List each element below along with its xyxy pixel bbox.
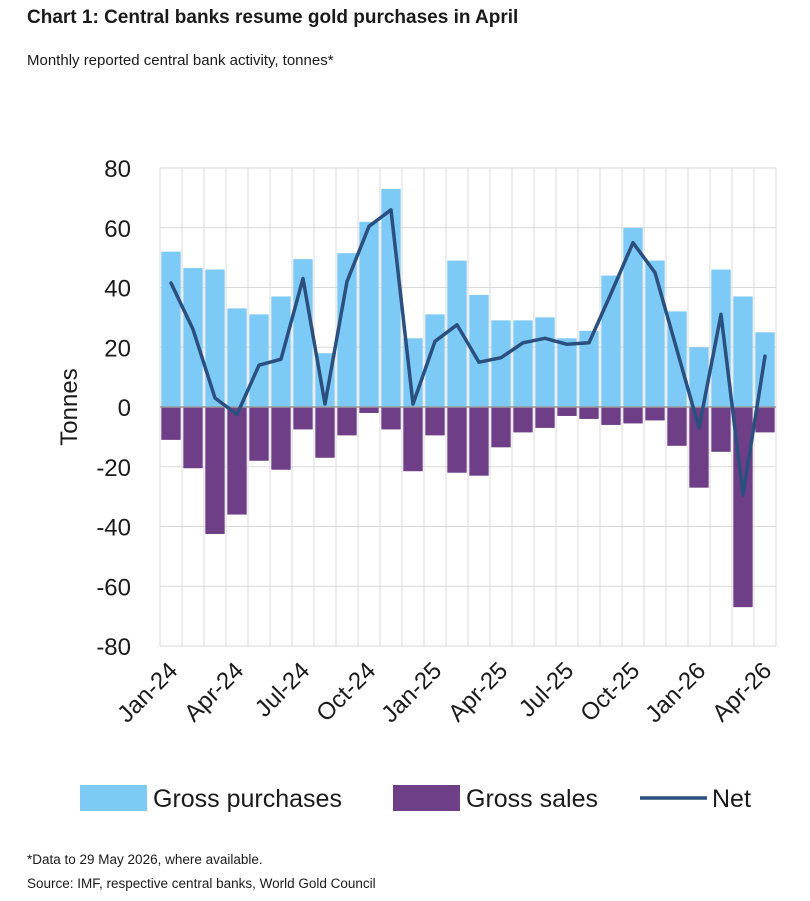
legend-label-net: Net <box>712 785 751 813</box>
bar-gross-sales <box>491 407 511 448</box>
bar-gross-purchases <box>513 320 533 407</box>
x-tick-label: Apr-26 <box>707 657 777 727</box>
bar-gross-purchases <box>205 269 225 407</box>
bar-gross-sales <box>227 407 247 515</box>
bar-gross-sales <box>601 407 621 425</box>
bar-gross-sales <box>711 407 731 452</box>
bar-gross-sales <box>161 407 181 440</box>
bar-gross-sales <box>513 407 533 433</box>
x-tick-label: Jul-25 <box>514 657 579 722</box>
bar-gross-sales <box>249 407 269 461</box>
bar-gross-sales <box>337 407 357 436</box>
bar-gross-sales <box>667 407 687 446</box>
bar-gross-sales <box>359 407 379 413</box>
x-tick-label: Apr-25 <box>443 657 513 727</box>
x-tick-label: Jan-25 <box>376 657 447 728</box>
legend-label-gross-sales: Gross sales <box>466 785 598 813</box>
bar-gross-sales <box>315 407 335 458</box>
x-tick-label: Jul-24 <box>250 657 315 722</box>
bar-gross-purchases <box>579 330 599 407</box>
y-tick-label: -40 <box>96 515 131 542</box>
bar-gross-purchases <box>733 296 753 407</box>
y-axis-title: Tonnes <box>56 368 83 445</box>
bar-gross-sales <box>403 407 423 472</box>
bar-gross-sales <box>469 407 489 476</box>
bar-gross-purchases <box>557 338 577 407</box>
bar-gross-sales <box>557 407 577 416</box>
footnote: *Data to 29 May 2026, where available. <box>27 852 263 867</box>
legend-label-gross-purchases: Gross purchases <box>153 785 342 813</box>
bar-gross-purchases <box>227 308 247 407</box>
net-line <box>169 208 767 497</box>
source-note: Source: IMF, respective central banks, W… <box>27 876 376 891</box>
legend: Gross purchases Gross sales Net <box>80 785 751 813</box>
bar-gross-purchases <box>271 296 291 407</box>
bar-gross-sales <box>755 407 775 433</box>
x-tick-label: Oct-25 <box>575 657 645 727</box>
bar-gross-sales <box>205 407 225 534</box>
bar-gross-sales <box>645 407 665 421</box>
bar-gross-purchases <box>447 260 467 407</box>
y-tick-label: 80 <box>104 156 131 183</box>
y-tick-labels: 80 60 40 20 0 -20 -40 -60 -80 <box>96 156 131 661</box>
bar-gross-purchases <box>711 269 731 407</box>
y-tick-label: -60 <box>96 574 131 601</box>
bar-gross-sales <box>623 407 643 424</box>
bar-gross-purchases <box>645 260 665 407</box>
x-tick-label: Apr-24 <box>179 657 249 727</box>
bar-gross-purchases <box>183 268 203 407</box>
y-tick-label: -20 <box>96 455 131 482</box>
y-tick-label: -80 <box>96 634 131 661</box>
bar-gross-sales <box>183 407 203 469</box>
bar-gross-sales <box>425 407 445 436</box>
x-tick-label: Jan-26 <box>640 657 711 728</box>
x-tick-label: Oct-24 <box>311 657 381 727</box>
y-tick-label: 40 <box>104 276 131 303</box>
y-tick-label: 60 <box>104 216 131 243</box>
bar-gross-sales <box>271 407 291 470</box>
y-tick-label: 20 <box>104 335 131 362</box>
x-tick-label: Jan-24 <box>112 657 183 728</box>
chart-subtitle: Monthly reported central bank activity, … <box>27 52 334 69</box>
bar-gross-purchases <box>469 294 489 407</box>
y-tick-label: 0 <box>118 395 131 422</box>
chart-title: Chart 1: Central banks resume gold purch… <box>27 7 519 28</box>
bar-gross-purchases <box>161 251 181 407</box>
bar-gross-purchases <box>689 347 709 407</box>
bar-gross-purchases <box>623 227 643 407</box>
bar-gross-purchases <box>249 314 269 407</box>
legend-swatch-gross-sales <box>393 785 460 811</box>
bar-gross-purchases <box>491 320 511 407</box>
bar-gross-sales <box>535 407 555 428</box>
legend-swatch-gross-purchases <box>80 785 147 811</box>
bar-gross-purchases <box>359 221 379 407</box>
net-line-layer <box>169 208 767 497</box>
bar-gross-purchases <box>337 253 357 407</box>
bar-gross-sales <box>579 407 599 419</box>
bar-gross-sales <box>689 407 709 488</box>
bar-gross-sales <box>447 407 467 473</box>
bar-gross-purchases <box>535 317 555 407</box>
bar-gross-sales <box>381 407 401 430</box>
bar-gross-sales <box>293 407 313 430</box>
